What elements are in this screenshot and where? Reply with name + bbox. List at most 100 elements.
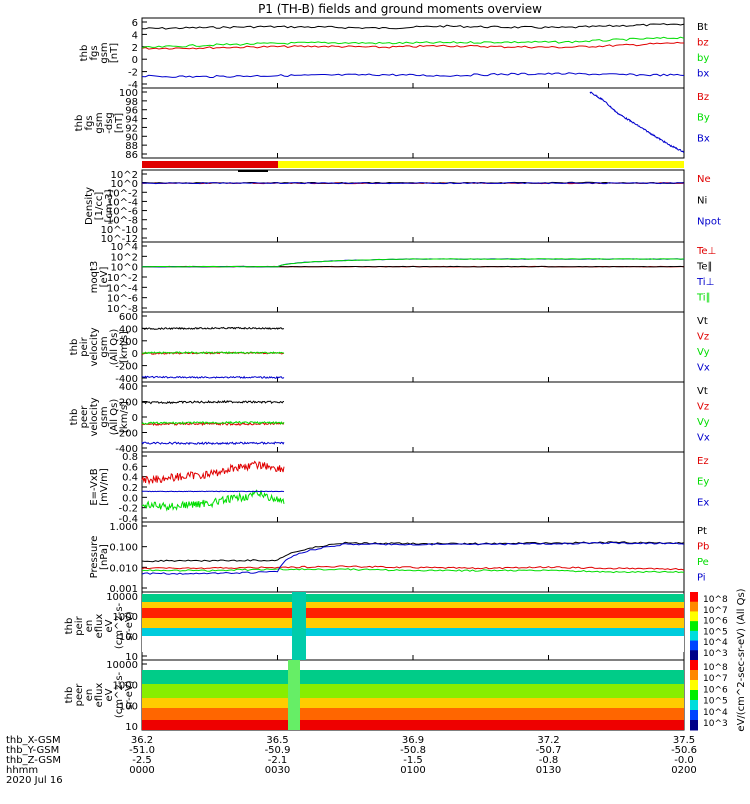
y-axis-label: [eV] bbox=[99, 267, 110, 288]
legend-Vy: Vy bbox=[697, 347, 710, 358]
y-tick-label: 100 bbox=[119, 88, 138, 99]
y-tick-label: 10^0 bbox=[111, 179, 138, 190]
legend-Vt: Vt bbox=[697, 386, 708, 397]
spectrogram-band bbox=[142, 698, 684, 708]
y-axis-label: peir bbox=[74, 615, 85, 635]
legend-Pe: Pe bbox=[697, 557, 709, 568]
series-bx-line bbox=[141, 72, 685, 78]
colorbar-segment bbox=[690, 650, 698, 661]
colorbar-tick: 10^4 bbox=[703, 638, 728, 648]
footer-row-label: thb_X-GSM bbox=[6, 735, 61, 746]
y-tick-label: 0.0 bbox=[122, 493, 138, 504]
status-bar-yellow bbox=[278, 161, 684, 168]
colorbar-segment bbox=[690, 690, 698, 701]
y-tick-label: 92 bbox=[125, 123, 138, 134]
footer-value: 0200 bbox=[671, 765, 696, 776]
y-tick-label: 600 bbox=[119, 312, 138, 323]
footer-value: 36.9 bbox=[402, 735, 424, 746]
series-Pi-line bbox=[141, 541, 685, 575]
y-tick-label: 90 bbox=[125, 132, 138, 143]
footer-value: 0000 bbox=[129, 765, 154, 776]
y-axis-label: moqt3 bbox=[89, 261, 100, 294]
y-axis-label: (cm^2-s- bbox=[114, 671, 125, 718]
y-tick-label: 1000 bbox=[113, 612, 138, 623]
y-axis-label: [cm-3] bbox=[104, 189, 115, 222]
y-axis-label: Density bbox=[84, 187, 95, 225]
colorbar-segment bbox=[690, 621, 698, 632]
y-axis-label: thb bbox=[64, 618, 75, 635]
y-tick-label: 4 bbox=[132, 30, 138, 41]
y-tick-label: 10^-4 bbox=[107, 197, 138, 208]
spectrogram-band bbox=[142, 684, 684, 698]
y-axis-label: gsm bbox=[99, 42, 110, 63]
series-Pe-line bbox=[141, 568, 685, 574]
series-Vz-line bbox=[141, 421, 285, 427]
legend-by: by bbox=[697, 53, 709, 64]
footer-value: -0.0 bbox=[674, 755, 694, 766]
legend-Vx: Vx bbox=[697, 363, 710, 374]
footer-row-label: thb_Z-GSM bbox=[6, 755, 61, 766]
series-bz-line bbox=[141, 41, 684, 50]
y-tick-label: 10^-6 bbox=[107, 207, 138, 218]
y-tick-label: 10^0 bbox=[111, 263, 138, 274]
series-Vy-line bbox=[141, 420, 285, 425]
y-axis-label: [nT] bbox=[114, 113, 125, 133]
series-Bx-line bbox=[589, 91, 685, 153]
panel-frame-0 bbox=[141, 17, 685, 89]
y-axis-label: peir bbox=[79, 336, 90, 356]
series-Vx-line bbox=[141, 375, 285, 379]
footer-value: 37.5 bbox=[673, 735, 695, 746]
colorbar-tick: 10^3 bbox=[703, 649, 728, 659]
series-Vt-line bbox=[142, 326, 285, 331]
y-axis-label: thb bbox=[69, 409, 80, 426]
spectrogram-band bbox=[142, 720, 684, 730]
y-tick-label: 6 bbox=[132, 18, 138, 29]
footer-value: 0130 bbox=[536, 765, 561, 776]
y-axis-label: eV bbox=[104, 619, 115, 632]
colorbar-label: eV/(cm^2-sec-sr-eV) (All Qs) bbox=[736, 588, 747, 731]
colorbar-segment bbox=[690, 660, 698, 671]
footer-value: -2.5 bbox=[132, 755, 152, 766]
legend-Ex: Ex bbox=[697, 497, 709, 508]
series-Npot-line bbox=[141, 182, 685, 185]
y-axis-label: en bbox=[84, 689, 95, 702]
y-tick-label: -0.2 bbox=[118, 504, 138, 515]
y-tick-label: 1000 bbox=[113, 681, 138, 692]
legend-Pb: Pb bbox=[697, 542, 709, 553]
y-axis-label: thb bbox=[64, 687, 75, 704]
series-Ez-line bbox=[141, 460, 285, 485]
y-tick-label: 94 bbox=[125, 115, 138, 126]
y-axis-label: -dsg bbox=[104, 112, 115, 134]
colorbar-tick: 10^8 bbox=[703, 595, 728, 605]
y-tick-label: 0.8 bbox=[122, 452, 138, 463]
y-tick-label: 10000 bbox=[106, 592, 138, 603]
y-tick-label: 400 bbox=[119, 324, 138, 335]
y-axis-label: thb bbox=[74, 115, 85, 132]
footer-value: -50.7 bbox=[536, 745, 562, 756]
footer-value: -50.9 bbox=[265, 745, 291, 756]
y-axis-label: [nPa] bbox=[99, 544, 110, 570]
footer-value: 0030 bbox=[265, 765, 290, 776]
legend-Ti⊥: Ti⊥ bbox=[696, 277, 714, 288]
colorbar-tick: 10^7 bbox=[703, 674, 728, 684]
y-tick-label: 0.100 bbox=[109, 543, 138, 554]
panel-frame-4 bbox=[141, 311, 685, 383]
y-tick-label: 1.000 bbox=[109, 522, 138, 533]
y-axis-label: eflux bbox=[94, 683, 105, 708]
y-tick-label: 0.010 bbox=[109, 563, 138, 574]
spectrogram-band bbox=[142, 670, 684, 684]
series-Vx-line bbox=[141, 441, 285, 446]
legend-Ti∥: Ti∥ bbox=[696, 293, 711, 304]
series-Vt-line bbox=[141, 399, 285, 405]
y-axis-label: thb bbox=[69, 339, 80, 356]
y-tick-label: 10^-2 bbox=[107, 188, 138, 199]
y-axis-label: sr-eV) bbox=[124, 611, 135, 640]
y-axis-label: velocity bbox=[89, 397, 100, 436]
spectrogram-band bbox=[142, 628, 684, 636]
colorbar-segment bbox=[690, 720, 698, 731]
series-Vy-line bbox=[141, 350, 285, 355]
status-bar-mark bbox=[238, 170, 268, 172]
spectrogram-band bbox=[142, 618, 684, 628]
y-axis-label: (cm^2-s- bbox=[114, 602, 125, 649]
